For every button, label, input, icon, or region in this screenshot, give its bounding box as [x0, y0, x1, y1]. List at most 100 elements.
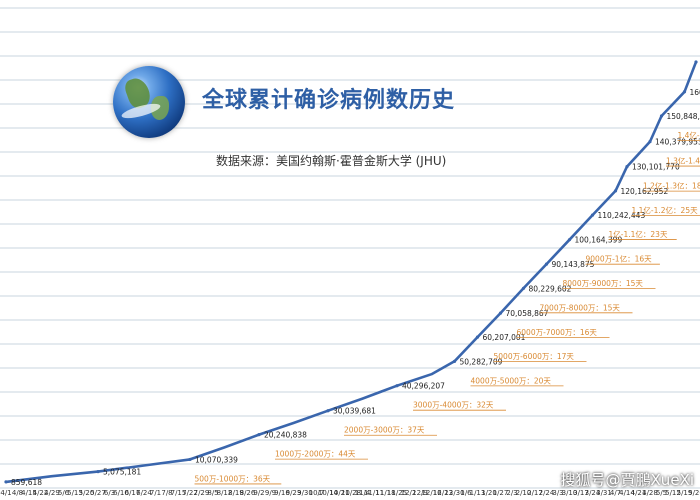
x-tick-label: 11/11 — [364, 489, 384, 497]
milestone-annotation: 9000万-1亿：16天 — [586, 254, 653, 264]
milestone-annotation: 5000万-6000万：17天 — [494, 352, 575, 361]
data-label: 5,075,181 — [103, 468, 141, 477]
x-tick-label: 3/17 — [573, 489, 589, 497]
data-point — [694, 60, 698, 64]
x-tick-label: 3/24 — [585, 489, 601, 497]
milestone-annotation: 500万-1000万：36天 — [195, 474, 271, 483]
x-tick-label: 7/22 — [182, 489, 198, 497]
x-tick-label: 4/1 — [0, 489, 11, 497]
milestone-annotation: 1.4亿-1.5亿：13天 — [678, 130, 700, 140]
x-tick-label: 4/22 — [33, 489, 49, 497]
data-label: 100,164,399 — [575, 236, 623, 245]
x-tick-label: 5/19 — [677, 489, 693, 497]
x-tick-label: 11/4 — [355, 489, 371, 497]
x-tick-label: 1/20 — [481, 489, 497, 497]
x-tick-label: 1/13 — [470, 489, 486, 497]
x-tick-label: 4/15 — [21, 489, 37, 497]
milestone-annotation: 2000万-3000万：37天 — [344, 426, 425, 435]
x-tick-label: 12/2 — [401, 489, 417, 497]
x-tick-label: 11/18 — [375, 489, 395, 497]
data-label: 50,282,709 — [460, 357, 503, 366]
data-point — [567, 238, 572, 242]
chart-subtitle: 数据来源：美国约翰斯·霍普金斯大学 (JHU) — [216, 154, 447, 168]
x-tick-label: 10/21 — [329, 489, 349, 497]
data-point — [257, 433, 261, 437]
milestone-annotation: 3000万-4000万：32天 — [413, 401, 494, 410]
x-tick-label: 12/16 — [421, 489, 442, 497]
data-point — [326, 409, 330, 413]
x-tick-label: 2/10 — [516, 489, 532, 497]
x-tick-label: 3/10 — [562, 489, 578, 497]
data-label: 20,240,838 — [264, 431, 307, 440]
x-tick-label: 9/2 — [253, 489, 264, 497]
x-tick-label: 5/6 — [58, 489, 70, 497]
chart-title: 全球累计确诊病例数历史 — [202, 88, 456, 113]
x-tick-label: 3/3 — [552, 489, 563, 497]
data-point — [188, 457, 192, 462]
data-point — [659, 114, 664, 118]
data-point — [4, 480, 8, 484]
data-label: 150,848,483 — [667, 112, 700, 121]
x-tick-label: 5/26 — [688, 489, 700, 497]
data-label: 140,379,953 — [655, 138, 700, 147]
x-tick-label: 10/28 — [341, 489, 361, 497]
x-tick-label: 1/6 — [460, 489, 472, 497]
milestone-annotation: 8000万-9000万：15天 — [563, 279, 644, 288]
data-point — [498, 311, 503, 315]
milestone-annotation: 6000万-7000万：16天 — [517, 328, 598, 337]
x-tick-label: 5/13 — [67, 489, 83, 497]
x-tick-label: 4/29 — [44, 489, 60, 497]
x-tick-label: 2/17 — [527, 489, 543, 497]
x-tick-label: 3/31 — [596, 489, 612, 497]
milestone-annotation: 1.2亿-1.3亿：18天 — [643, 181, 700, 191]
milestone-annotation: 7000万-8000万：15天 — [540, 303, 621, 312]
x-tick-label: 6/17 — [125, 489, 141, 497]
data-point — [475, 335, 480, 339]
data-point — [682, 90, 687, 94]
x-tick-label: 8/26 — [240, 489, 256, 497]
x-tick-label: 5/5 — [656, 489, 667, 497]
data-label: 40,296,207 — [402, 382, 445, 391]
globe-logo — [113, 66, 185, 138]
x-tick-label: 1/27 — [493, 489, 509, 497]
x-tick-label: 7/8 — [161, 489, 172, 497]
milestone-annotation: 1000万-2000万：44天 — [275, 450, 356, 459]
data-label: 130,101,770 — [632, 163, 680, 172]
milestone-annotation: 1.3亿-1.4亿：16天 — [666, 156, 700, 166]
data-label: 90,143,875 — [552, 260, 595, 269]
x-tick-label: 2/3 — [506, 489, 517, 497]
x-tick-label: 6/24 — [136, 489, 152, 497]
data-label: 859,618 — [11, 478, 42, 487]
x-tick-label: 8/19 — [228, 489, 244, 497]
x-tick-label: 9/23 — [286, 489, 302, 497]
data-point — [521, 286, 526, 290]
milestone-annotation: 1亿-1.1亿：23天 — [609, 229, 668, 239]
x-tick-label: 7/15 — [171, 489, 187, 497]
x-tick-label: 8/12 — [217, 489, 233, 497]
x-tick-label: 11/25 — [387, 489, 407, 497]
x-tick-label: 12/9 — [412, 489, 428, 497]
data-label: 30,039,681 — [333, 407, 376, 416]
x-tick-label: 2/24 — [539, 489, 555, 497]
x-tick-label: 9/9 — [265, 489, 276, 497]
x-tick-label: 4/7 — [610, 489, 621, 497]
x-tick-label: 5/27 — [90, 489, 106, 497]
x-tick-label: 8/5 — [207, 489, 218, 497]
data-label: 80,229,602 — [529, 284, 572, 293]
data-label: 60,207,001 — [483, 333, 526, 342]
x-tick-label: 5/20 — [79, 489, 95, 497]
data-label: 10,070,339 — [195, 455, 238, 464]
data-point — [625, 165, 629, 169]
data-point — [452, 359, 457, 363]
milestone-annotation: 4000万-5000万：20天 — [471, 376, 552, 385]
x-tick-label: 7/1 — [150, 489, 161, 497]
milestone-annotation: 1.1亿-1.2亿：25天 — [632, 205, 699, 215]
x-tick-label: 4/21 — [631, 489, 647, 497]
x-tick-label: 4/28 — [642, 489, 658, 497]
x-tick-label: 10/14 — [318, 489, 339, 497]
x-tick-label: 9/30 — [297, 489, 313, 497]
x-tick-label: 4/14 — [619, 489, 635, 497]
globe-land — [151, 96, 169, 120]
